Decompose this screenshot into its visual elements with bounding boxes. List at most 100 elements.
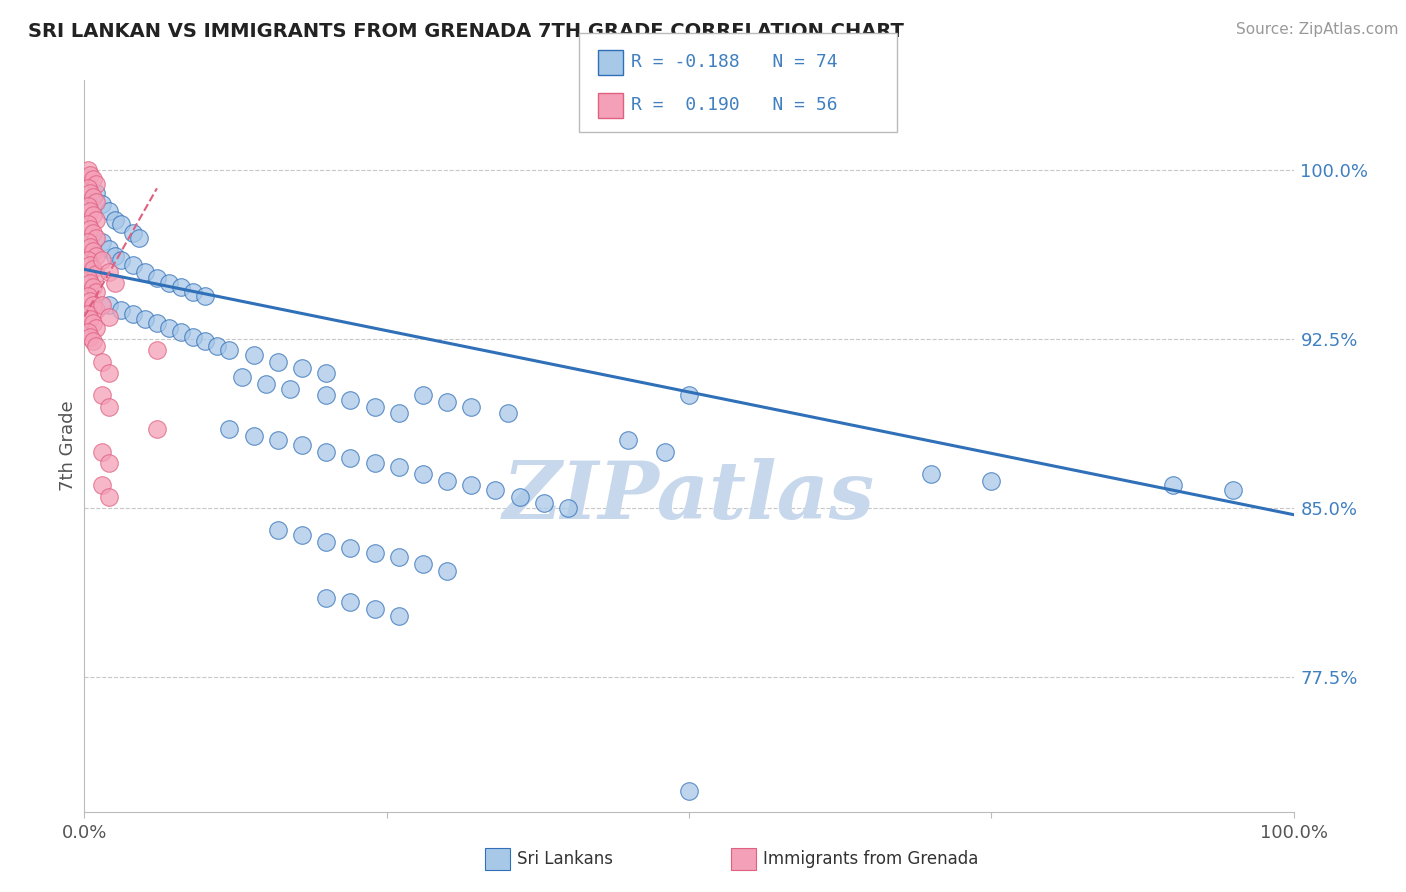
Point xyxy=(1161,478,1184,492)
Point xyxy=(79,293,101,308)
Point xyxy=(218,422,240,436)
Point xyxy=(82,190,104,204)
Point xyxy=(678,784,700,798)
Point xyxy=(231,370,253,384)
Point xyxy=(86,177,108,191)
Point xyxy=(146,343,169,358)
Point xyxy=(291,528,314,542)
Point xyxy=(134,264,156,278)
Point xyxy=(134,311,156,326)
Point xyxy=(207,339,229,353)
Text: ZIPatlas: ZIPatlas xyxy=(503,458,875,536)
Point xyxy=(79,203,101,218)
Point xyxy=(104,249,127,263)
Text: R =  0.190   N = 56: R = 0.190 N = 56 xyxy=(631,96,838,114)
Point xyxy=(110,217,132,231)
Point xyxy=(77,199,100,213)
Point xyxy=(77,271,100,285)
Point xyxy=(128,231,150,245)
Point xyxy=(97,456,120,470)
Point xyxy=(77,289,100,303)
Point xyxy=(86,285,108,299)
Point xyxy=(86,212,108,227)
Point xyxy=(77,326,100,340)
Point xyxy=(97,310,120,324)
Point xyxy=(97,298,120,312)
Point xyxy=(291,438,314,452)
Text: R = -0.188   N = 74: R = -0.188 N = 74 xyxy=(631,53,838,70)
Point xyxy=(86,186,108,200)
Point xyxy=(79,186,101,200)
Point xyxy=(110,302,132,317)
Point xyxy=(79,240,101,254)
Point xyxy=(339,392,361,407)
Point xyxy=(460,400,482,414)
Point xyxy=(181,285,204,299)
Point xyxy=(79,276,101,290)
Point xyxy=(77,163,100,178)
Point xyxy=(91,253,114,268)
Point xyxy=(363,602,385,616)
Point xyxy=(146,316,169,330)
Point xyxy=(104,276,127,290)
Point xyxy=(315,591,337,605)
Point xyxy=(181,330,204,344)
Point xyxy=(82,262,104,277)
Point xyxy=(509,490,531,504)
Point xyxy=(86,267,108,281)
Point xyxy=(79,168,101,182)
Point xyxy=(97,203,120,218)
Point xyxy=(980,474,1002,488)
Point xyxy=(91,444,114,458)
Point xyxy=(79,330,101,344)
Point xyxy=(170,280,193,294)
Point xyxy=(97,264,120,278)
Point xyxy=(97,490,120,504)
Point xyxy=(91,298,114,312)
Point xyxy=(291,361,314,376)
Point xyxy=(86,231,108,245)
Point xyxy=(388,406,411,420)
Point xyxy=(194,289,217,303)
Point xyxy=(267,524,290,538)
Point xyxy=(86,321,108,335)
Point xyxy=(97,400,120,414)
Point xyxy=(267,434,290,448)
Point xyxy=(460,478,482,492)
Text: Sri Lankans: Sri Lankans xyxy=(517,850,613,868)
Point xyxy=(79,258,101,272)
Point xyxy=(412,557,434,571)
Point xyxy=(267,354,290,368)
Point xyxy=(79,222,101,236)
Point xyxy=(79,311,101,326)
Point xyxy=(82,172,104,186)
Point xyxy=(121,227,143,241)
Point xyxy=(91,478,114,492)
Point xyxy=(339,541,361,556)
Point xyxy=(121,258,143,272)
Point xyxy=(77,181,100,195)
Point xyxy=(104,212,127,227)
Point xyxy=(1222,483,1244,497)
Point xyxy=(617,434,640,448)
Point xyxy=(157,276,180,290)
Point xyxy=(97,366,120,380)
Point xyxy=(678,388,700,402)
Text: Source: ZipAtlas.com: Source: ZipAtlas.com xyxy=(1236,22,1399,37)
Point xyxy=(86,339,108,353)
Point xyxy=(315,444,337,458)
Point xyxy=(363,456,385,470)
Point xyxy=(533,496,555,510)
Point xyxy=(388,550,411,565)
Point xyxy=(339,595,361,609)
Point xyxy=(170,326,193,340)
Point xyxy=(412,388,434,402)
Point xyxy=(86,302,108,317)
Point xyxy=(436,564,458,578)
Point xyxy=(654,444,676,458)
Point xyxy=(242,348,264,362)
Point xyxy=(315,388,337,402)
Point xyxy=(194,334,217,349)
Point xyxy=(436,474,458,488)
Point xyxy=(86,249,108,263)
